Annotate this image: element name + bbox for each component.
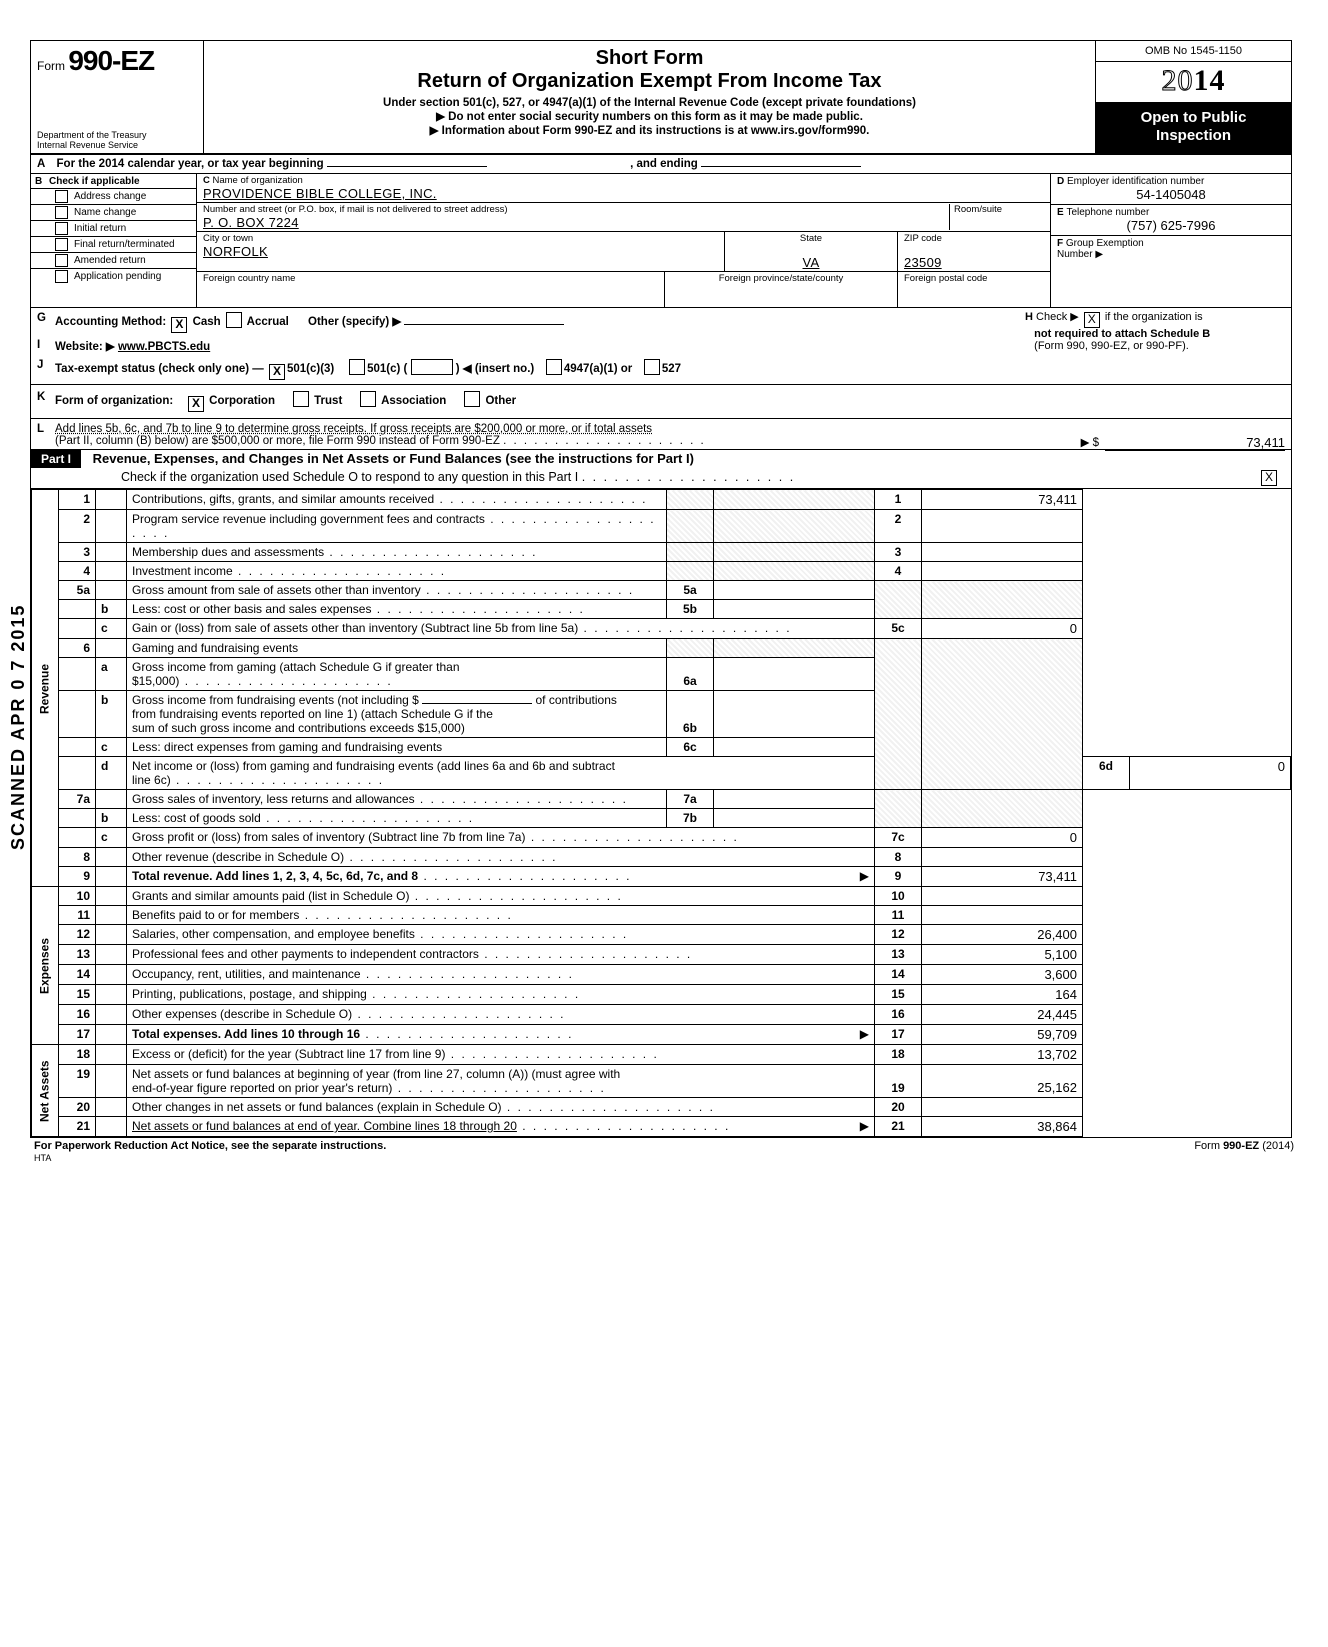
501c3-checkbox[interactable]: X — [269, 364, 285, 380]
zip-label: ZIP code — [904, 233, 1044, 244]
gross-receipts-amount: 73,411 — [1105, 435, 1285, 451]
tax-year: 2014 — [1096, 62, 1291, 103]
chk-application-pending[interactable]: Application pending — [31, 268, 196, 284]
group-exemption-label: Group Exemption — [1066, 238, 1144, 249]
other-checkbox[interactable] — [464, 391, 480, 407]
form-header: Form 990-EZ Department of the Treasury I… — [31, 41, 1291, 155]
org-info-block: Check if applicable Address change Name … — [31, 174, 1291, 307]
foreign-prov-label: Foreign province/state/county — [671, 273, 891, 284]
chk-name-change[interactable]: Name change — [31, 204, 196, 220]
street-address: P. O. BOX 7224 — [203, 215, 299, 230]
name-of-org-label: Name of organization — [203, 175, 1044, 186]
zip-value: 23509 — [904, 255, 942, 270]
state-label: State — [731, 233, 891, 244]
chk-final-return[interactable]: Final return/terminated — [31, 236, 196, 252]
header-sub2: ▶ Do not enter social security numbers o… — [212, 109, 1087, 123]
pra-notice: For Paperwork Reduction Act Notice, see … — [34, 1140, 386, 1152]
scanned-stamp: SCANNED APR 0 7 2015 — [8, 604, 29, 850]
chk-address-change[interactable]: Address change — [31, 188, 196, 204]
chk-initial-return[interactable]: Initial return — [31, 220, 196, 236]
ein-label: Employer identification number — [1067, 176, 1204, 187]
calendar-year-text: For the 2014 calendar year, or tax year … — [57, 158, 324, 170]
part-1-table: Revenue 1 Contributions, gifts, grants, … — [31, 489, 1291, 1137]
line-l: L Add lines 5b, 6c, and 7b to line 9 to … — [31, 419, 1291, 449]
527-checkbox[interactable] — [644, 359, 660, 375]
group-exemption-number: Number ▶ — [1057, 249, 1103, 260]
header-center: Short Form Return of Organization Exempt… — [204, 41, 1095, 153]
phone-label: Telephone number — [1066, 207, 1149, 218]
d-column: Employer identification number 54-140504… — [1050, 174, 1291, 307]
header-right: OMB No 1545-1150 2014 Open to PublicInsp… — [1095, 41, 1291, 153]
organization-name: PROVIDENCE BIBLE COLLEGE, INC. — [203, 186, 437, 201]
omb-number: OMB No 1545-1150 — [1096, 41, 1291, 62]
open-to-public: Open to PublicInspection — [1096, 103, 1291, 153]
state-value: VA — [803, 255, 820, 270]
city-label: City or town — [203, 233, 718, 244]
part-1-header: Part I Revenue, Expenses, and Changes in… — [31, 449, 1291, 489]
foreign-country-label: Foreign country name — [203, 273, 658, 284]
accrual-checkbox[interactable] — [226, 312, 242, 328]
form-number-footer: Form 990-EZ (2014) — [1194, 1140, 1294, 1164]
line-j: Tax-exempt status (check only one) — X50… — [31, 355, 1291, 385]
part-1-title: Revenue, Expenses, and Changes in Net As… — [93, 451, 694, 466]
form-prefix: Form — [37, 59, 65, 73]
header-sub3: ▶ Information about Form 990-EZ and its … — [212, 123, 1087, 137]
line-g: Accounting Method: X Cash Accrual Other … — [31, 308, 1291, 337]
city-value: NORFOLK — [203, 244, 268, 259]
irs-label: Internal Revenue Service — [37, 141, 197, 151]
year-bold: 14 — [1194, 64, 1226, 97]
line-k: Form of organization: X Corporation Trus… — [31, 385, 1291, 419]
check-column: Check if applicable Address change Name … — [31, 174, 197, 307]
room-label: Room/suite — [954, 204, 1044, 215]
expenses-side-label: Expenses — [32, 887, 59, 1045]
revenue-side-label: Revenue — [32, 490, 59, 887]
part-1-label: Part I — [31, 450, 81, 468]
website-value: www.PBCTS.edu — [118, 341, 210, 353]
cash-checkbox[interactable]: X — [171, 317, 187, 333]
501c-checkbox[interactable] — [349, 359, 365, 375]
header-sub1: Under section 501(c), 527, or 4947(a)(1)… — [212, 97, 1087, 109]
ending-label: , and ending — [630, 158, 698, 170]
street-label: Number and street (or P.O. box, if mail … — [203, 204, 949, 215]
form-title: Return of Organization Exempt From Incom… — [212, 70, 1087, 93]
name-block: Name of organization PROVIDENCE BIBLE CO… — [197, 174, 1050, 307]
form-footer: For Paperwork Reduction Act Notice, see … — [30, 1138, 1298, 1164]
4947-checkbox[interactable] — [546, 359, 562, 375]
trust-checkbox[interactable] — [293, 391, 309, 407]
chk-amended-return[interactable]: Amended return — [31, 252, 196, 268]
line-i: Website: ▶ www.PBCTS.edu — [31, 337, 1291, 355]
form-990ez: Form 990-EZ Department of the Treasury I… — [30, 40, 1292, 1138]
form-number: 990-EZ — [68, 45, 154, 76]
assoc-checkbox[interactable] — [360, 391, 376, 407]
foreign-postal-label: Foreign postal code — [904, 273, 1044, 284]
header-left: Form 990-EZ Department of the Treasury I… — [31, 41, 204, 153]
year-outline: 20 — [1162, 64, 1194, 97]
line-a: A For the 2014 calendar year, or tax yea… — [31, 155, 1291, 174]
ein-value: 54-1405048 — [1057, 187, 1285, 202]
check-header: Check if applicable — [31, 174, 196, 188]
schedule-o-checkbox[interactable]: X — [1261, 470, 1277, 486]
corp-checkbox[interactable]: X — [188, 396, 204, 412]
short-form-label: Short Form — [212, 47, 1087, 70]
phone-value: (757) 625-7996 — [1057, 218, 1285, 233]
netassets-side-label: Net Assets — [32, 1045, 59, 1137]
h-checkbox[interactable]: X — [1084, 312, 1100, 328]
part-1-sub: Check if the organization used Schedule … — [121, 470, 578, 484]
hta-label: HTA — [34, 1153, 51, 1163]
